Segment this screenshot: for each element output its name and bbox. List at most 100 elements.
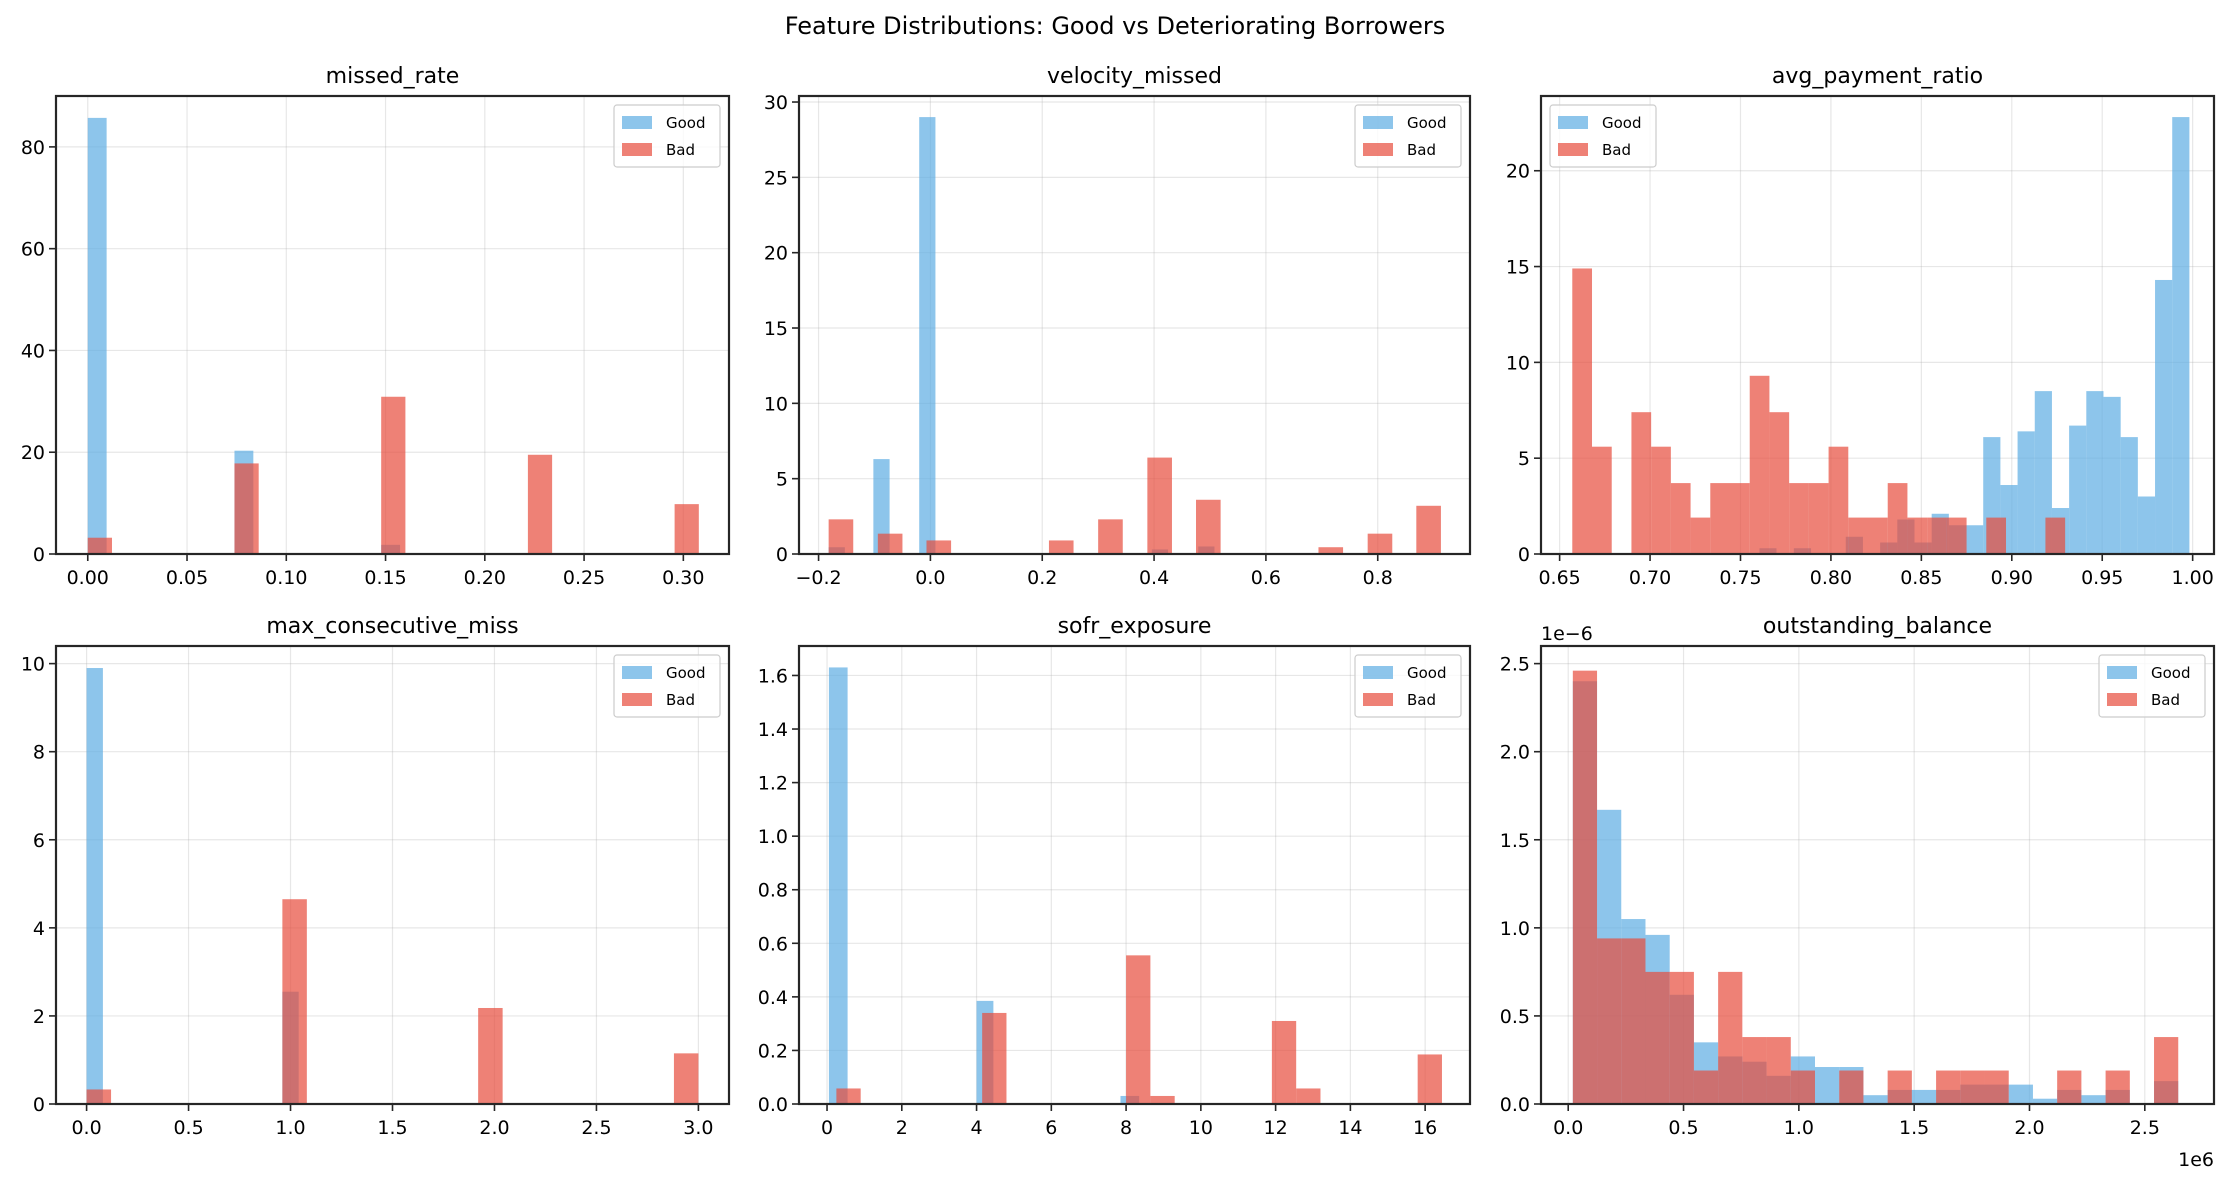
y-tick-label: 4 [33, 918, 45, 940]
bar-good [873, 459, 890, 554]
bar-bad [1196, 499, 1221, 554]
bar-bad [1742, 1037, 1767, 1104]
bar-bad [1769, 412, 1790, 554]
bar-bad [877, 533, 903, 554]
bar-bad [836, 1088, 861, 1104]
x-tick-label: 12 [1264, 1117, 1288, 1139]
y-tick-label: 60 [21, 239, 45, 261]
y-tick-label: 1.4 [758, 719, 788, 741]
y-tick-label: 2.0 [1500, 742, 1530, 764]
legend-swatch-bad [622, 143, 652, 156]
y-tick-label: 0.0 [758, 1094, 788, 1116]
bar-good [2086, 391, 2104, 554]
subplot-velocity_missed: −0.2 0.0 0.2 0.4 0.6 0.8 0 5 10 15 20 25 30 velocity_… [764, 64, 1472, 589]
x-tick-label: 0.75 [1719, 567, 1761, 589]
x-tick-label: 6 [1045, 1117, 1057, 1139]
subplot-outstanding_balance: 0.0 0.5 1.0 1.5 2.0 2.5 0.0 0.5 1.0 1.5 2.0 2.5 outs… [1500, 614, 2216, 1171]
bar-bad [1296, 1088, 1321, 1104]
bar-bad [527, 454, 553, 554]
x-tick-label: 1.00 [2172, 567, 2214, 589]
x-tick-label: 2.5 [2130, 1117, 2160, 1139]
subplot-title: outstanding_balance [1763, 614, 1992, 639]
bar-bad [1808, 483, 1829, 554]
subplot-title: missed_rate [326, 64, 460, 89]
x-tick-label: 10 [1189, 1117, 1213, 1139]
y-tick-label: 2.5 [1500, 654, 1530, 676]
bar-bad [1690, 517, 1711, 554]
legend-swatch-good [1363, 116, 1393, 129]
bar-good [919, 117, 936, 554]
y-tick-label: 1.0 [758, 826, 788, 848]
bar-bad [1710, 483, 1731, 554]
x-tick-label: 0.70 [1629, 567, 1671, 589]
y-tick-label: 25 [764, 167, 788, 189]
x-tick-label: 0.05 [166, 567, 208, 589]
legend-swatch-good [622, 666, 652, 679]
bar-bad [1927, 517, 1947, 554]
bar-bad [2105, 1070, 2130, 1104]
legend-swatch-bad [1363, 693, 1393, 706]
x-tick-label: 0.4 [1139, 567, 1169, 589]
legend-label-good: Good [1407, 114, 1447, 132]
subplot-title: velocity_missed [1047, 64, 1222, 89]
y-tick-label: 0.2 [758, 1040, 788, 1062]
bar-bad [1048, 540, 1074, 554]
legend-swatch-good [622, 116, 652, 129]
legend-label-bad: Bad [1407, 141, 1436, 159]
bar-bad [1789, 483, 1809, 554]
bar-bad [282, 899, 307, 1104]
bar-bad [1651, 446, 1671, 554]
y-tick-label: 10 [1506, 352, 1530, 374]
bar-bad [1670, 483, 1691, 554]
legend-swatch-good [1363, 666, 1393, 679]
bar-bad [2154, 1037, 2179, 1104]
axes-frame [1539, 94, 2216, 556]
axes-frame [54, 94, 731, 556]
bar-bad [982, 1012, 1007, 1104]
bar-bad [1669, 971, 1694, 1104]
bar-bad [1572, 670, 1598, 1104]
bar-bad [478, 1007, 503, 1104]
bar-bad [1417, 1054, 1442, 1104]
legend-label-good: Good [666, 114, 706, 132]
y-tick-label: 0.6 [758, 933, 788, 955]
x-tick-label: 0.15 [364, 567, 406, 589]
x-tick-label: 0.0 [71, 1117, 101, 1139]
legend-label-good: Good [1407, 664, 1447, 682]
bar-bad [1984, 1070, 2009, 1104]
bar-bad [1946, 517, 1967, 554]
legend-label-good: Good [1602, 114, 1642, 132]
bar-bad [381, 396, 406, 554]
legend-label-good: Good [2151, 664, 2191, 682]
y-tick-label: 1.6 [758, 665, 788, 687]
subplot-title: sofr_exposure [1058, 614, 1212, 639]
y-tick-label: 8 [33, 742, 45, 764]
legend-label-bad: Bad [666, 691, 695, 709]
x-tick-label: 16 [1413, 1117, 1437, 1139]
x-tick-label: 1.5 [1899, 1117, 1929, 1139]
bar-bad [1828, 446, 1849, 554]
bar-good [2120, 437, 2138, 554]
x-tick-label: 0.00 [67, 567, 109, 589]
legend: Good Bad [2098, 654, 2206, 718]
bar-bad [674, 504, 699, 554]
bar-good [1966, 525, 1984, 554]
bar-bad [2045, 517, 2066, 554]
x-tick-label: 0.95 [2081, 567, 2123, 589]
y-tick-label: 20 [1506, 161, 1530, 183]
y-tick-label: 6 [33, 830, 45, 852]
axes-frame [797, 644, 1472, 1106]
bar-bad [1693, 1070, 1719, 1104]
x-tick-label: 0.5 [1668, 1117, 1698, 1139]
y-tick-label: 1.5 [1500, 830, 1530, 852]
y-tick-label: 0.5 [1500, 1006, 1530, 1028]
bar-bad [1749, 375, 1770, 554]
x-tick-label: 4 [971, 1117, 983, 1139]
bar-good [2137, 496, 2156, 554]
x-tick-label: 2.5 [581, 1117, 611, 1139]
y-tick-label: 30 [764, 92, 788, 114]
y-tick-label: 0.8 [758, 880, 788, 902]
bar-bad [1126, 955, 1151, 1104]
y-tick-label: 20 [21, 442, 45, 464]
